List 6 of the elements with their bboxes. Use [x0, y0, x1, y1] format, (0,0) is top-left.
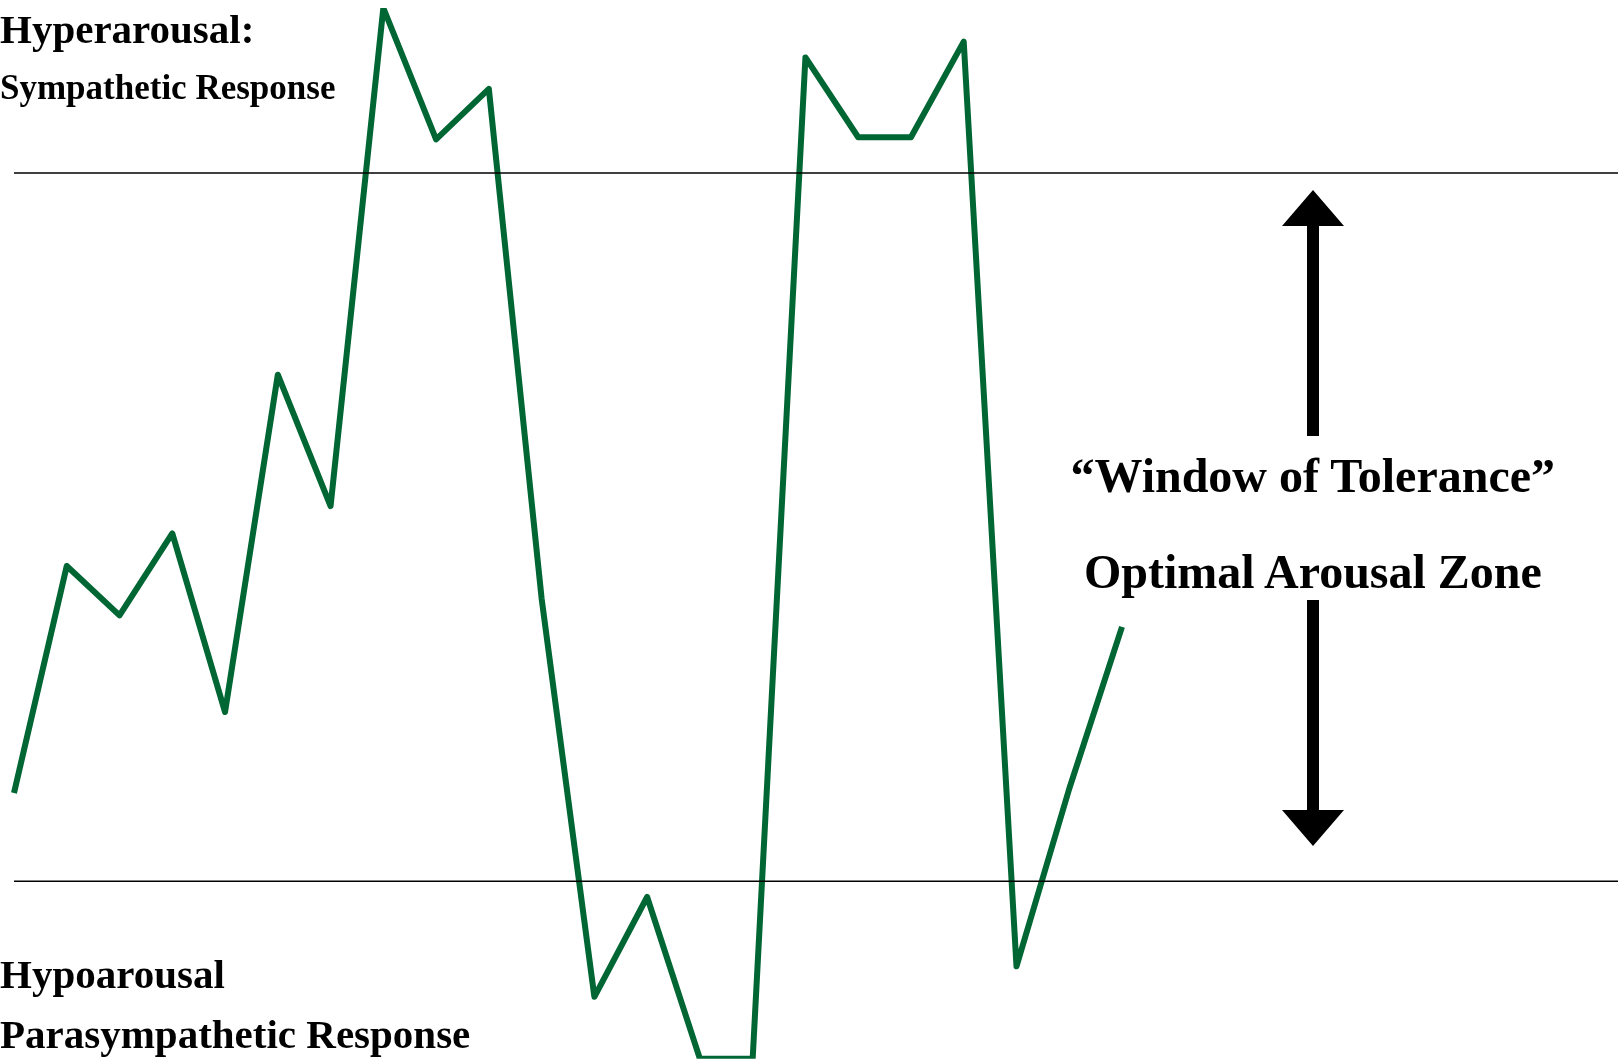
annotation: Optimal Arousal Zone: [1084, 545, 1542, 598]
annotation: Sympathetic Response: [0, 68, 336, 107]
annotation: “Window of Tolerance”: [1070, 449, 1555, 502]
annotation: Hypoarousal: [0, 951, 225, 997]
annotation: Hyperarousal:: [0, 6, 255, 52]
annotation: Parasympathetic Response: [0, 1011, 471, 1057]
